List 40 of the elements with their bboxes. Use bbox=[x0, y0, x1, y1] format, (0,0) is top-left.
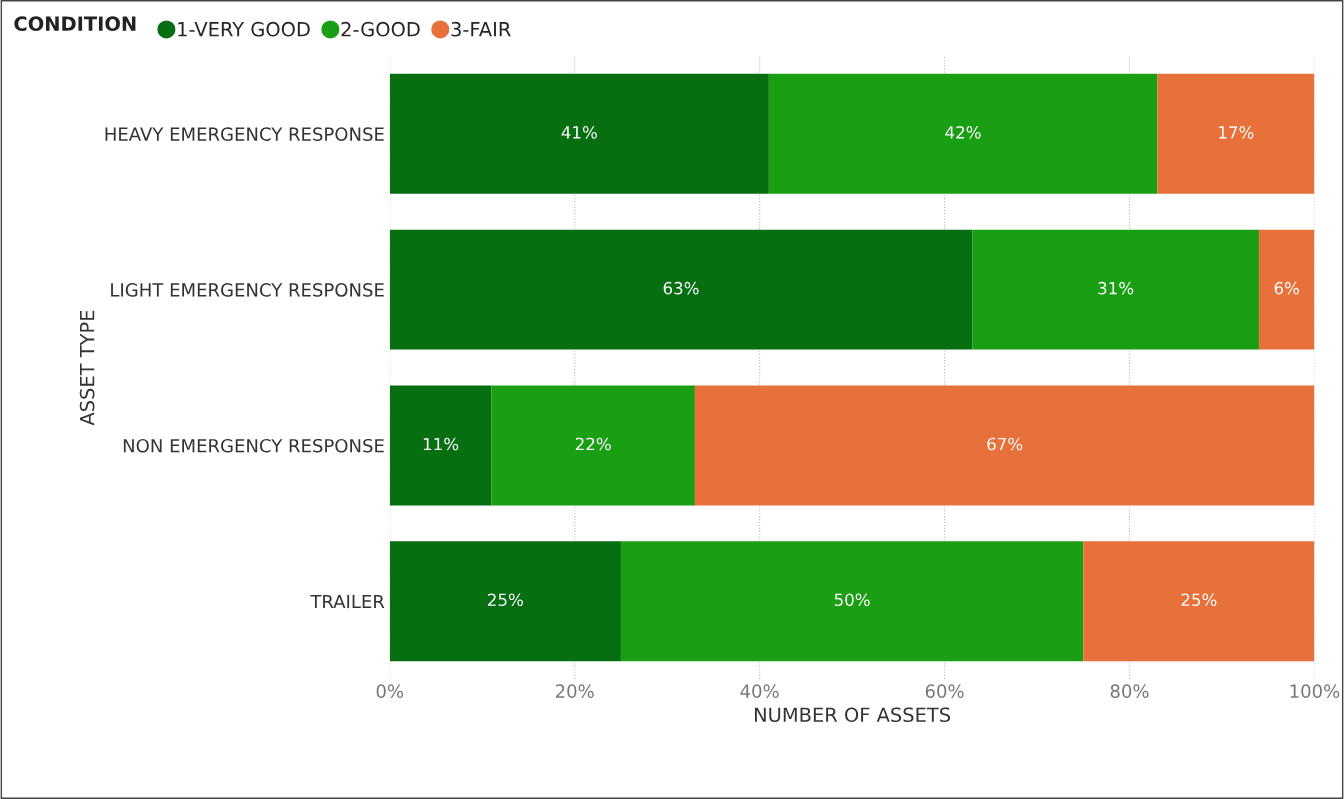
bar bbox=[972, 229, 1259, 350]
data-label: 67% bbox=[987, 437, 1023, 451]
data-label: 50% bbox=[834, 593, 870, 607]
data-label: 6% bbox=[1274, 281, 1299, 295]
data-label: 41% bbox=[561, 126, 597, 139]
bar bbox=[1157, 73, 1315, 194]
data-label: 17% bbox=[1219, 126, 1254, 139]
data-label: 25% bbox=[488, 593, 523, 607]
bar bbox=[694, 385, 1315, 506]
bar bbox=[491, 385, 695, 506]
x-tick-label: 100% bbox=[1290, 684, 1340, 698]
bar bbox=[389, 73, 769, 194]
x-tick-label: 80% bbox=[1110, 684, 1149, 698]
y-tick-label: HEAVY EMERGENCY RESPONSE bbox=[105, 127, 384, 141]
x-tick-label: 20% bbox=[555, 684, 594, 698]
bar bbox=[1083, 541, 1315, 662]
x-tick-label: 40% bbox=[740, 684, 779, 698]
bar bbox=[389, 229, 973, 350]
y-axis-title: ASSET TYPE bbox=[79, 310, 95, 426]
bar bbox=[389, 541, 621, 662]
y-tick-label: NON EMERGENCY RESPONSE bbox=[123, 438, 384, 453]
legend-label: 1-VERY GOOD bbox=[178, 21, 310, 37]
legend-title: CONDITION bbox=[14, 16, 136, 32]
data-label: 63% bbox=[663, 281, 699, 295]
bar bbox=[620, 541, 1084, 662]
y-tick-label: TRAILER bbox=[310, 594, 385, 609]
bar bbox=[768, 73, 1158, 194]
x-axis-title: NUMBER OF ASSETS bbox=[754, 707, 951, 723]
data-label: 22% bbox=[575, 437, 611, 451]
y-tick-label: LIGHT EMERGENCY RESPONSE bbox=[111, 283, 384, 297]
bar bbox=[389, 385, 492, 506]
legend-label: 3-FAIR bbox=[451, 21, 511, 37]
bar bbox=[1258, 229, 1315, 350]
x-tick-label: 0% bbox=[376, 684, 404, 698]
data-label: 31% bbox=[1098, 281, 1134, 295]
legend-label: 2-GOOD bbox=[341, 21, 420, 37]
x-tick-label: 60% bbox=[925, 684, 964, 698]
data-label: 25% bbox=[1181, 593, 1217, 607]
data-label: 42% bbox=[945, 126, 981, 139]
data-label: 11% bbox=[423, 437, 459, 451]
